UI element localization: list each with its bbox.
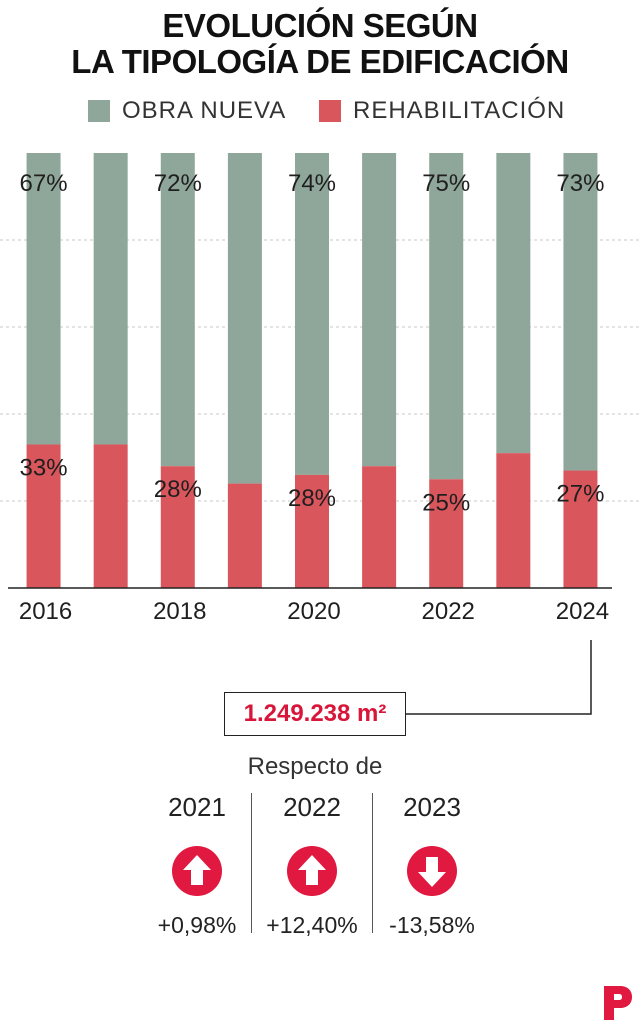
comparison-2023: 2023 -13,58% [372, 790, 492, 939]
bar-rehabilitacion [160, 466, 195, 588]
bar-obra-nueva [227, 153, 262, 484]
x-tick-label: 2016 [19, 598, 72, 625]
comparison-divider [251, 793, 252, 933]
arrow-up-icon [287, 846, 337, 896]
title-line-2: LA TIPOLOGÍA DE EDIFICACIÓN [71, 43, 569, 80]
arrow-down-icon [407, 846, 457, 896]
x-tick-label: 2018 [153, 598, 206, 625]
comparison-2022: 2022 +12,40% [252, 790, 372, 939]
x-tick-label: 2020 [287, 598, 340, 625]
comparison-change: -13,58% [389, 912, 475, 938]
data-label-obra-nueva: 75% [422, 170, 470, 197]
bar-rehabilitacion [496, 453, 531, 588]
comparison-divider [372, 793, 373, 933]
bar-rehabilitacion [563, 470, 598, 588]
legend-swatch-obra-nueva [88, 100, 110, 122]
stacked-bar-chart: 67% 33% 2016 72% 28% 2018 74% 28% 2020 75% 25% 2022… [0, 153, 640, 625]
bar-obra-nueva [496, 153, 531, 454]
bar-rehabilitacion [93, 444, 128, 588]
comparison-change: +0,98% [157, 912, 237, 938]
bar-obra-nueva [563, 153, 598, 471]
legend-swatch-rehabilitacion [319, 100, 341, 122]
data-label-rehabilitacion: 25% [422, 489, 470, 516]
arrow-up-icon [172, 846, 222, 896]
comparison-year: 2023 [403, 792, 461, 822]
bar-rehabilitacion [26, 444, 61, 588]
comparison-year: 2022 [283, 792, 341, 822]
legend-label-obra-nueva: OBRA NUEVA [122, 97, 287, 124]
data-label-obra-nueva: 72% [154, 170, 202, 197]
comparison-year: 2021 [168, 792, 226, 822]
bar-obra-nueva [93, 153, 128, 445]
data-label-obra-nueva: 67% [20, 170, 68, 197]
total-area-value: 1.249.238 m² [243, 700, 387, 727]
bar-rehabilitacion [362, 466, 397, 588]
chart-title: EVOLUCIÓN SEGÚN LA TIPOLOGÍA DE EDIFICAC… [0, 8, 640, 80]
bar-obra-nueva [295, 153, 329, 475]
comparison-change: +12,40% [266, 912, 358, 938]
data-label-rehabilitacion: 28% [288, 485, 336, 512]
bar-obra-nueva [429, 153, 464, 480]
title-line-1: EVOLUCIÓN SEGÚN [162, 7, 478, 44]
comparison-label: Respecto de [247, 753, 383, 780]
legend-item-rehabilitacion: REHABILITACIÓN [319, 97, 565, 125]
bar-obra-nueva [26, 153, 61, 445]
data-label-obra-nueva: 74% [288, 170, 336, 197]
x-tick-label: 2022 [422, 598, 475, 625]
bar-obra-nueva [160, 153, 195, 467]
data-label-rehabilitacion: 33% [20, 454, 68, 481]
bar-rehabilitacion [295, 474, 329, 588]
bar-obra-nueva [362, 153, 397, 467]
data-label-obra-nueva: 73% [556, 170, 604, 197]
publisher-logo-icon [604, 986, 632, 1020]
legend-label-rehabilitacion: REHABILITACIÓN [353, 97, 566, 124]
bar-rehabilitacion [429, 479, 464, 588]
comparison-2021: 2021 +0,98% [137, 790, 257, 939]
legend-item-obra-nueva: OBRA NUEVA [88, 97, 286, 125]
total-area-callout: 1.249.238 m² [224, 692, 406, 736]
data-label-rehabilitacion: 27% [556, 481, 604, 508]
x-tick-label: 2024 [556, 598, 609, 625]
bar-rehabilitacion [227, 483, 262, 588]
data-label-rehabilitacion: 28% [154, 476, 202, 503]
legend: OBRA NUEVA REHABILITACIÓN [0, 97, 640, 129]
